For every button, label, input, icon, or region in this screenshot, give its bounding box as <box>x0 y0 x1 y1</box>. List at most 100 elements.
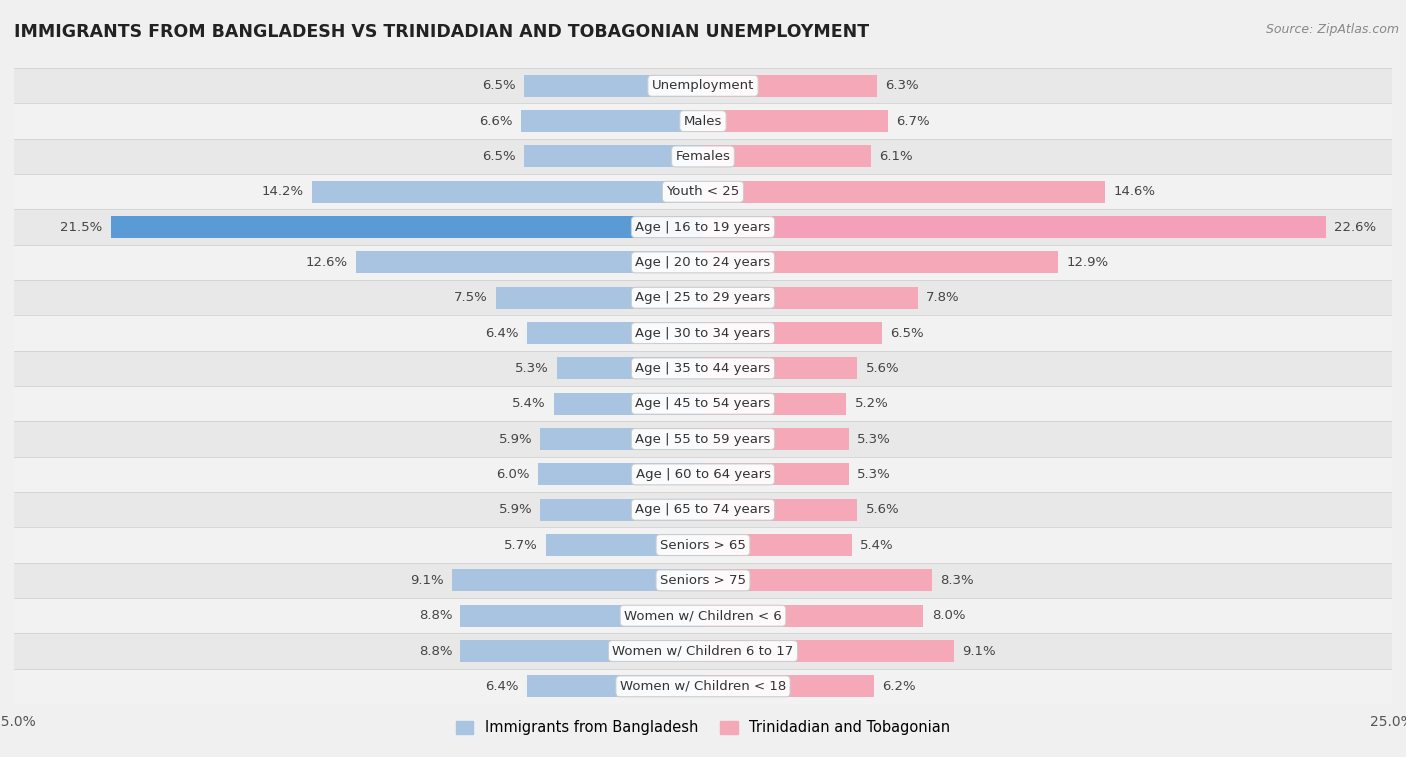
Bar <box>14 245 1392 280</box>
Bar <box>703 428 849 450</box>
Text: Source: ZipAtlas.com: Source: ZipAtlas.com <box>1265 23 1399 36</box>
Text: 6.2%: 6.2% <box>882 680 915 693</box>
Text: 6.5%: 6.5% <box>890 326 924 340</box>
Text: 22.6%: 22.6% <box>1334 220 1376 234</box>
Bar <box>453 569 703 591</box>
Text: 14.2%: 14.2% <box>262 185 304 198</box>
Bar <box>356 251 703 273</box>
Bar <box>14 104 1392 139</box>
Text: 12.6%: 12.6% <box>305 256 347 269</box>
Bar <box>703 675 875 697</box>
Text: 9.1%: 9.1% <box>962 644 995 658</box>
Text: 5.3%: 5.3% <box>858 432 891 446</box>
Text: 6.0%: 6.0% <box>496 468 530 481</box>
Text: Age | 20 to 24 years: Age | 20 to 24 years <box>636 256 770 269</box>
Bar <box>14 528 1392 562</box>
Bar <box>703 534 852 556</box>
Bar <box>703 463 849 485</box>
Text: 5.4%: 5.4% <box>860 538 894 552</box>
Bar <box>14 68 1392 104</box>
Text: Seniors > 75: Seniors > 75 <box>659 574 747 587</box>
Text: Seniors > 65: Seniors > 65 <box>659 538 747 552</box>
Bar <box>527 675 703 697</box>
Bar <box>703 251 1059 273</box>
Text: 6.4%: 6.4% <box>485 680 519 693</box>
Text: 12.9%: 12.9% <box>1067 256 1109 269</box>
Bar <box>522 111 703 132</box>
Text: 5.9%: 5.9% <box>499 432 531 446</box>
Bar <box>703 181 1105 203</box>
Bar <box>557 357 703 379</box>
Bar <box>537 463 703 485</box>
Bar <box>703 640 953 662</box>
Text: Youth < 25: Youth < 25 <box>666 185 740 198</box>
Text: 7.8%: 7.8% <box>927 291 960 304</box>
Bar <box>14 139 1392 174</box>
Text: 8.0%: 8.0% <box>932 609 966 622</box>
Text: 5.6%: 5.6% <box>866 362 900 375</box>
Text: Women w/ Children < 18: Women w/ Children < 18 <box>620 680 786 693</box>
Legend: Immigrants from Bangladesh, Trinidadian and Tobagonian: Immigrants from Bangladesh, Trinidadian … <box>450 715 956 741</box>
Text: 6.6%: 6.6% <box>479 114 513 128</box>
Bar <box>14 350 1392 386</box>
Text: Women w/ Children < 6: Women w/ Children < 6 <box>624 609 782 622</box>
Text: 6.3%: 6.3% <box>884 79 918 92</box>
Bar <box>527 322 703 344</box>
Bar <box>14 668 1392 704</box>
Bar <box>703 322 882 344</box>
Bar <box>703 357 858 379</box>
Bar <box>540 499 703 521</box>
Text: 6.4%: 6.4% <box>485 326 519 340</box>
Text: 6.7%: 6.7% <box>896 114 929 128</box>
Bar <box>14 316 1392 350</box>
Text: 6.1%: 6.1% <box>879 150 912 163</box>
Bar <box>703 75 876 97</box>
Bar <box>111 217 703 238</box>
Text: 9.1%: 9.1% <box>411 574 444 587</box>
Bar <box>703 287 918 309</box>
Text: 5.3%: 5.3% <box>858 468 891 481</box>
Bar <box>554 393 703 415</box>
Text: 14.6%: 14.6% <box>1114 185 1156 198</box>
Bar <box>703 569 932 591</box>
Text: 6.5%: 6.5% <box>482 79 516 92</box>
Text: IMMIGRANTS FROM BANGLADESH VS TRINIDADIAN AND TOBAGONIAN UNEMPLOYMENT: IMMIGRANTS FROM BANGLADESH VS TRINIDADIA… <box>14 23 869 41</box>
Bar <box>14 280 1392 316</box>
Bar <box>524 75 703 97</box>
Text: 21.5%: 21.5% <box>60 220 103 234</box>
Text: Age | 45 to 54 years: Age | 45 to 54 years <box>636 397 770 410</box>
Bar <box>312 181 703 203</box>
Text: Age | 35 to 44 years: Age | 35 to 44 years <box>636 362 770 375</box>
Bar <box>14 492 1392 528</box>
Text: Age | 65 to 74 years: Age | 65 to 74 years <box>636 503 770 516</box>
Bar <box>14 634 1392 668</box>
Bar <box>703 499 858 521</box>
Text: Females: Females <box>675 150 731 163</box>
Bar <box>703 217 1326 238</box>
Bar <box>14 174 1392 210</box>
Text: 5.4%: 5.4% <box>512 397 546 410</box>
Bar <box>703 145 872 167</box>
Text: Unemployment: Unemployment <box>652 79 754 92</box>
Text: 5.6%: 5.6% <box>866 503 900 516</box>
Text: 5.3%: 5.3% <box>515 362 548 375</box>
Text: 6.5%: 6.5% <box>482 150 516 163</box>
Text: Age | 55 to 59 years: Age | 55 to 59 years <box>636 432 770 446</box>
Bar <box>14 456 1392 492</box>
Text: Age | 16 to 19 years: Age | 16 to 19 years <box>636 220 770 234</box>
Bar <box>14 210 1392 245</box>
Bar <box>14 386 1392 422</box>
Bar <box>14 422 1392 456</box>
Text: 5.7%: 5.7% <box>503 538 537 552</box>
Bar <box>461 605 703 627</box>
Bar <box>540 428 703 450</box>
Bar <box>703 393 846 415</box>
Bar <box>496 287 703 309</box>
Text: 8.8%: 8.8% <box>419 609 453 622</box>
Text: Age | 30 to 34 years: Age | 30 to 34 years <box>636 326 770 340</box>
Text: 5.2%: 5.2% <box>855 397 889 410</box>
Text: 8.8%: 8.8% <box>419 644 453 658</box>
Bar <box>524 145 703 167</box>
Bar <box>14 598 1392 634</box>
Text: Age | 60 to 64 years: Age | 60 to 64 years <box>636 468 770 481</box>
